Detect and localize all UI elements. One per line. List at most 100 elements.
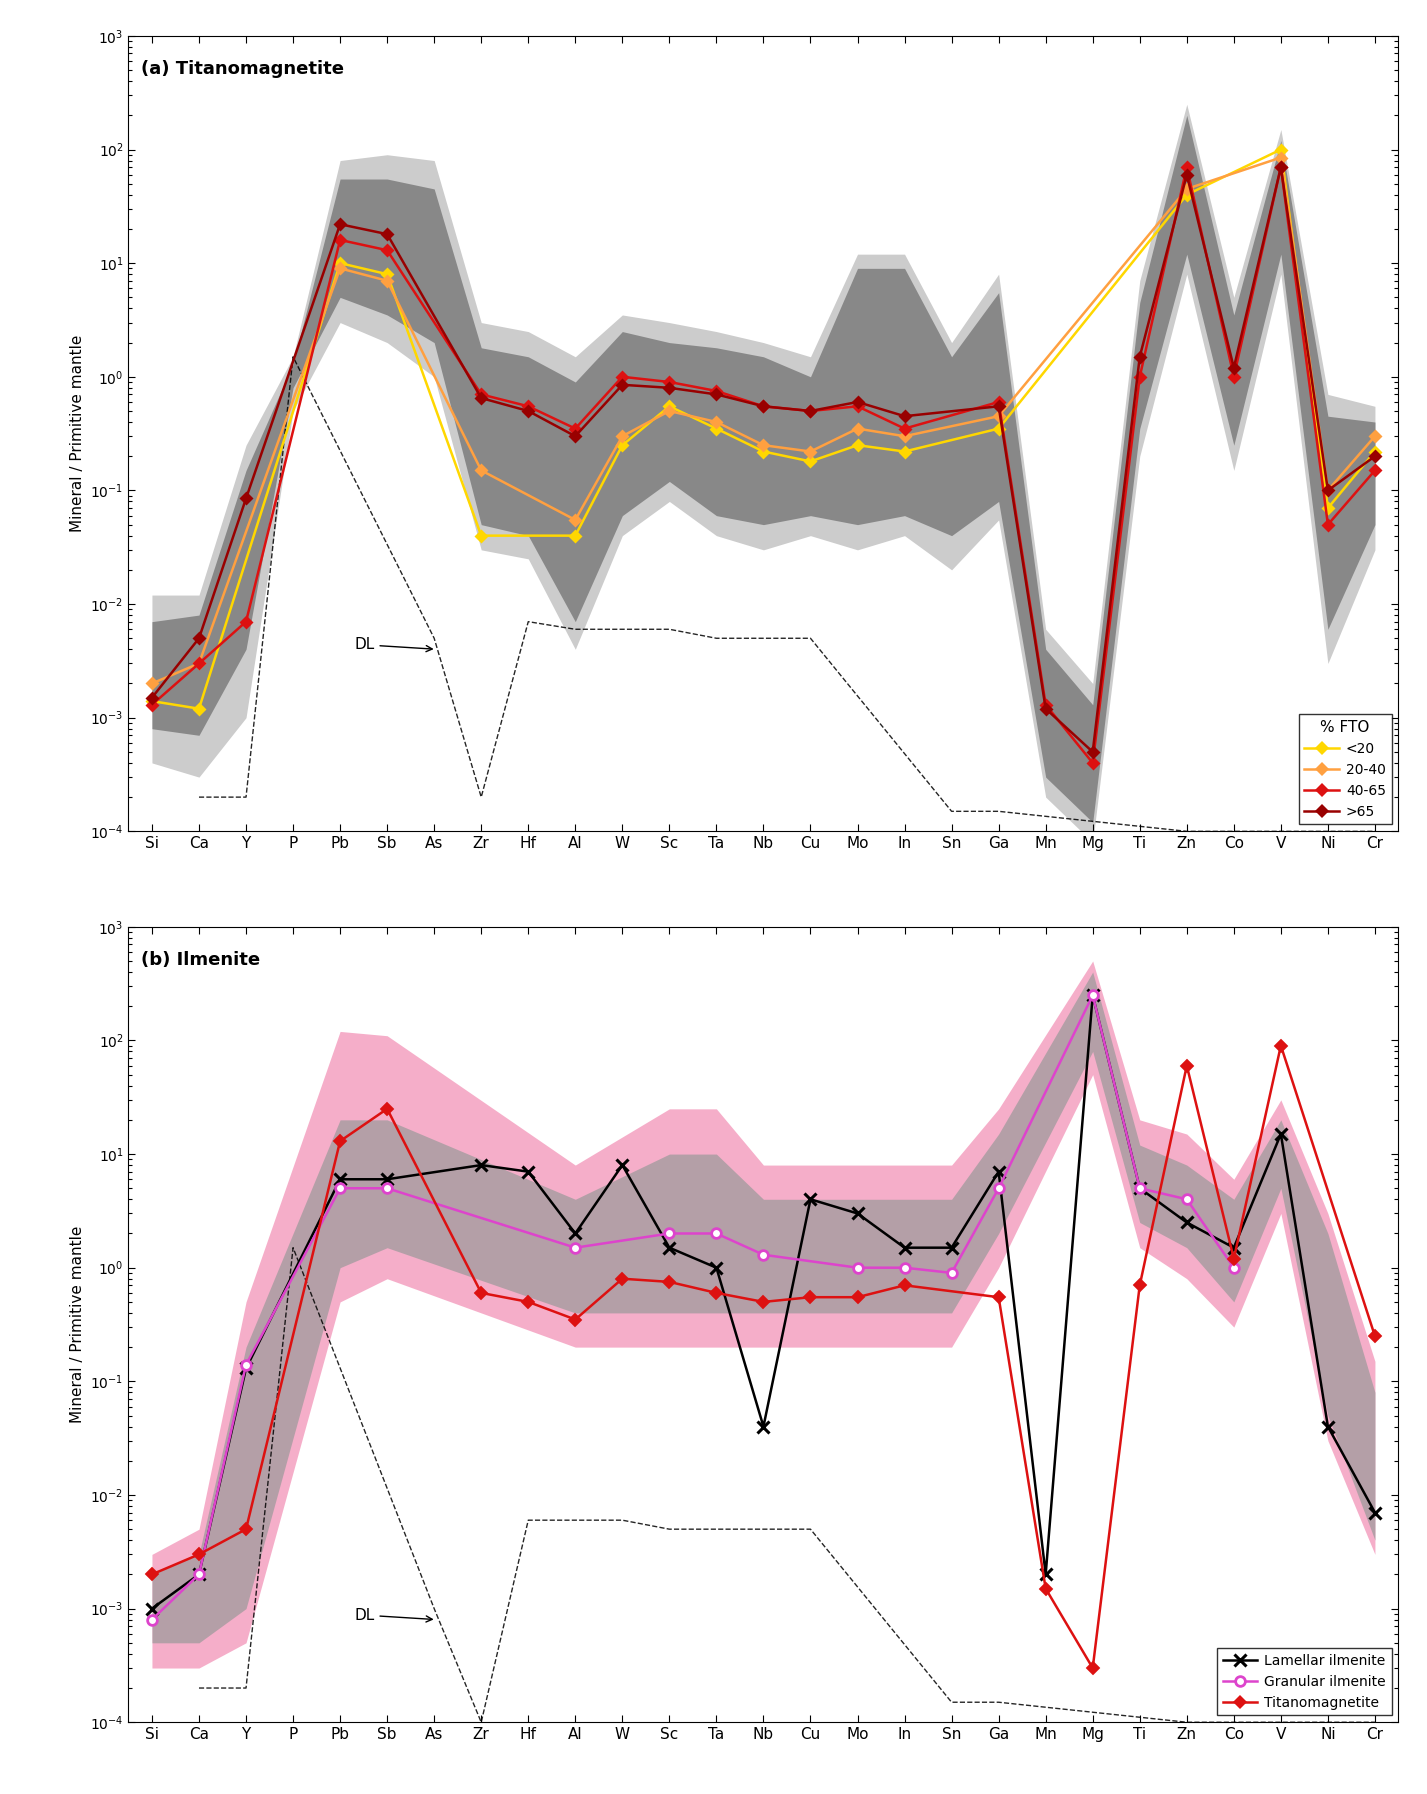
Lamellar ilmenite (614, 1154, 631, 1175)
<20 (143, 691, 160, 712)
>65 (661, 377, 678, 398)
20-40 (661, 400, 678, 422)
>65 (1320, 479, 1337, 501)
<20 (802, 450, 819, 472)
Lamellar ilmenite (802, 1188, 819, 1209)
40-65 (708, 380, 725, 402)
Lamellar ilmenite (755, 1415, 772, 1437)
Lamellar ilmenite (1367, 1502, 1384, 1523)
Titanomagnetite (472, 1283, 489, 1304)
Granular ilmenite (755, 1243, 772, 1265)
Legend: <20, 20-40, 40-65, >65: <20, 20-40, 40-65, >65 (1299, 714, 1391, 825)
<20 (990, 418, 1007, 440)
Lamellar ilmenite (708, 1258, 725, 1279)
Titanomagnetite (1037, 1579, 1055, 1600)
Titanomagnetite (378, 1098, 395, 1119)
Granular ilmenite (943, 1263, 960, 1285)
<20 (1320, 497, 1337, 518)
40-65 (331, 230, 348, 251)
40-65 (567, 418, 584, 440)
Granular ilmenite (849, 1258, 866, 1279)
Lamellar ilmenite (896, 1236, 913, 1258)
>65 (896, 405, 913, 427)
Titanomagnetite (802, 1286, 819, 1308)
20-40 (755, 434, 772, 456)
Titanomagnetite (990, 1286, 1007, 1308)
>65 (755, 395, 772, 416)
20-40 (849, 418, 866, 440)
Lamellar ilmenite (849, 1202, 866, 1224)
>65 (849, 391, 866, 413)
40-65 (378, 239, 395, 260)
40-65 (849, 395, 866, 416)
Granular ilmenite (1085, 985, 1102, 1006)
<20 (708, 418, 725, 440)
Text: (b) Ilmenite: (b) Ilmenite (141, 951, 260, 969)
40-65 (1132, 366, 1149, 388)
Lamellar ilmenite (472, 1154, 489, 1175)
Line: <20: <20 (147, 145, 1380, 714)
40-65 (614, 366, 631, 388)
>65 (331, 213, 348, 235)
Titanomagnetite (1367, 1326, 1384, 1347)
>65 (190, 628, 207, 649)
40-65 (990, 391, 1007, 413)
40-65 (1273, 156, 1290, 178)
20-40 (1179, 178, 1196, 199)
Titanomagnetite (1085, 1658, 1102, 1679)
<20 (896, 441, 913, 463)
>65 (472, 388, 489, 409)
Text: DL: DL (354, 1607, 432, 1622)
Lamellar ilmenite (190, 1564, 207, 1586)
Line: 40-65: 40-65 (147, 161, 1380, 768)
Text: (a) Titanomagnetite: (a) Titanomagnetite (141, 59, 344, 77)
Lamellar ilmenite (1273, 1123, 1290, 1145)
Titanomagnetite (237, 1518, 254, 1539)
Y-axis label: Mineral / Primitive mantle: Mineral / Primitive mantle (70, 1225, 84, 1423)
20-40 (1367, 425, 1384, 447)
Granular ilmenite (567, 1236, 584, 1258)
>65 (237, 488, 254, 509)
Granular ilmenite (237, 1354, 254, 1376)
>65 (1085, 741, 1102, 762)
>65 (519, 400, 537, 422)
Lamellar ilmenite (237, 1358, 254, 1380)
<20 (331, 253, 348, 274)
40-65 (1226, 366, 1243, 388)
Lamellar ilmenite (943, 1236, 960, 1258)
>65 (378, 224, 395, 246)
Lamellar ilmenite (990, 1161, 1007, 1182)
Line: 20-40: 20-40 (147, 152, 1380, 689)
Granular ilmenite (1226, 1258, 1243, 1279)
>65 (802, 400, 819, 422)
<20 (1273, 138, 1290, 160)
20-40 (990, 405, 1007, 427)
>65 (1273, 156, 1290, 178)
>65 (567, 425, 584, 447)
40-65 (472, 384, 489, 405)
>65 (1226, 357, 1243, 379)
Titanomagnetite (755, 1292, 772, 1313)
Lamellar ilmenite (1226, 1236, 1243, 1258)
Granular ilmenite (896, 1258, 913, 1279)
Lamellar ilmenite (1085, 985, 1102, 1006)
Titanomagnetite (1226, 1249, 1243, 1270)
20-40 (472, 459, 489, 481)
40-65 (896, 418, 913, 440)
Titanomagnetite (661, 1272, 678, 1293)
Line: Titanomagnetite: Titanomagnetite (147, 1041, 1380, 1672)
Y-axis label: Mineral / Primitive mantle: Mineral / Primitive mantle (70, 335, 84, 533)
Granular ilmenite (378, 1177, 395, 1198)
20-40 (143, 673, 160, 694)
Granular ilmenite (190, 1564, 207, 1586)
Line: Lamellar ilmenite: Lamellar ilmenite (146, 988, 1381, 1615)
>65 (614, 373, 631, 395)
Lamellar ilmenite (331, 1168, 348, 1189)
Granular ilmenite (708, 1224, 725, 1245)
Line: >65: >65 (147, 161, 1380, 757)
<20 (614, 434, 631, 456)
Granular ilmenite (143, 1609, 160, 1631)
Granular ilmenite (990, 1177, 1007, 1198)
Lamellar ilmenite (567, 1224, 584, 1245)
Legend: Lamellar ilmenite, Granular ilmenite, Titanomagnetite: Lamellar ilmenite, Granular ilmenite, Ti… (1217, 1649, 1391, 1715)
